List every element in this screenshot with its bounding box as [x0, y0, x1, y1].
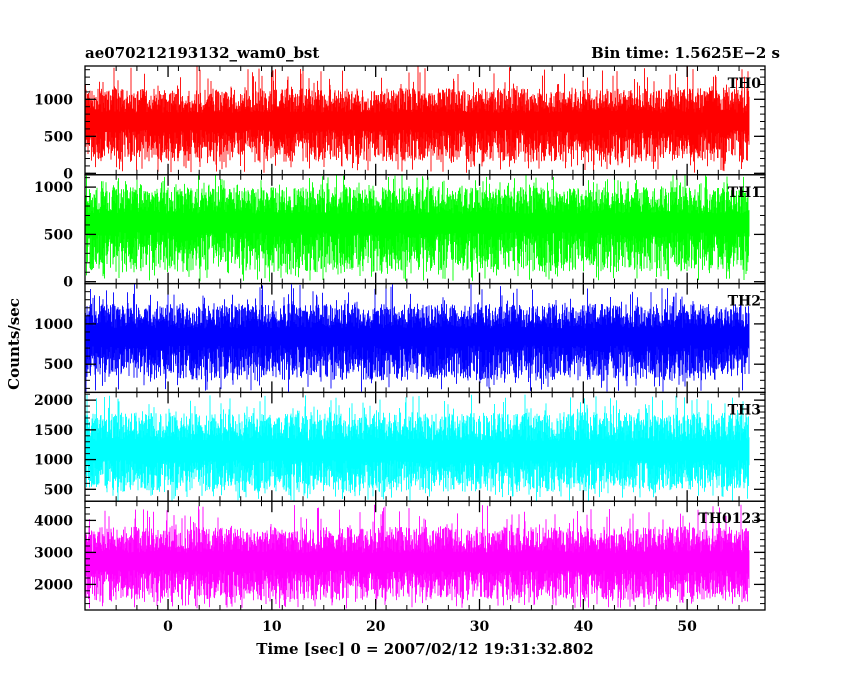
panel-label: TH0 [728, 76, 762, 92]
panel-label: TH2 [728, 294, 761, 310]
series-th3 [84, 394, 750, 501]
panel-th2: 500 1000 TH2 [34, 282, 766, 394]
x-tick-label: 10 [262, 619, 282, 635]
series-th2 [84, 283, 750, 393]
y-tick-label: 1000 [34, 180, 73, 196]
panel-th1: 0 500 1000 TH1 [34, 174, 766, 291]
series-th1 [84, 174, 750, 282]
panel-label: TH3 [728, 402, 761, 418]
y-tick-label: 1500 [34, 423, 73, 439]
y-tick-label: 2000 [34, 393, 73, 409]
x-tick-label: 50 [677, 619, 697, 635]
y-tick-label: 500 [44, 227, 73, 243]
x-axis-label: Time [sec] 0 = 2007/02/12 19:31:32.802 [256, 640, 593, 658]
y-tick-label: 3000 [34, 545, 73, 561]
panel-th3: 500 1000 1500 2000 TH3 [34, 391, 766, 502]
x-tick-label: 20 [366, 619, 386, 635]
x-tick-label: 40 [574, 619, 594, 635]
panel-th0: 0 500 1000 TH0 [34, 65, 766, 182]
chart-title-left: ae070212193132_wam0_bst [85, 44, 319, 62]
panel-label: TH0123 [698, 511, 761, 527]
y-tick-label: 500 [44, 357, 73, 373]
y-axis-label: Counts/sec [5, 298, 23, 390]
y-tick-label: 500 [44, 129, 73, 145]
y-tick-label: 2000 [34, 577, 73, 593]
x-tick-label: 30 [470, 619, 490, 635]
panel-frame [84, 500, 766, 611]
panel-th0123: 2000 3000 4000 TH0123 [34, 500, 766, 611]
y-tick-label: 500 [44, 482, 73, 498]
panel-label: TH1 [728, 185, 761, 201]
chart-title-right: Bin time: 1.5625E−2 s [591, 44, 780, 62]
y-tick-label: 4000 [34, 513, 73, 529]
series-th0123 [84, 504, 750, 609]
x-tick-label: 0 [163, 619, 173, 635]
x-axis: 0 10 20 30 40 50 [163, 619, 697, 635]
y-tick-label: 0 [63, 275, 73, 291]
y-tick-label: 1000 [34, 317, 73, 333]
y-tick-label: 1000 [34, 92, 73, 108]
y-tick-label: 1000 [34, 453, 73, 469]
y-tick-label: 0 [63, 166, 73, 182]
series-th0 [84, 66, 750, 173]
panels-group: 0 500 1000 TH0 0 500 1000 TH1 500 1000 TH2 500 1000 1… [34, 65, 766, 611]
